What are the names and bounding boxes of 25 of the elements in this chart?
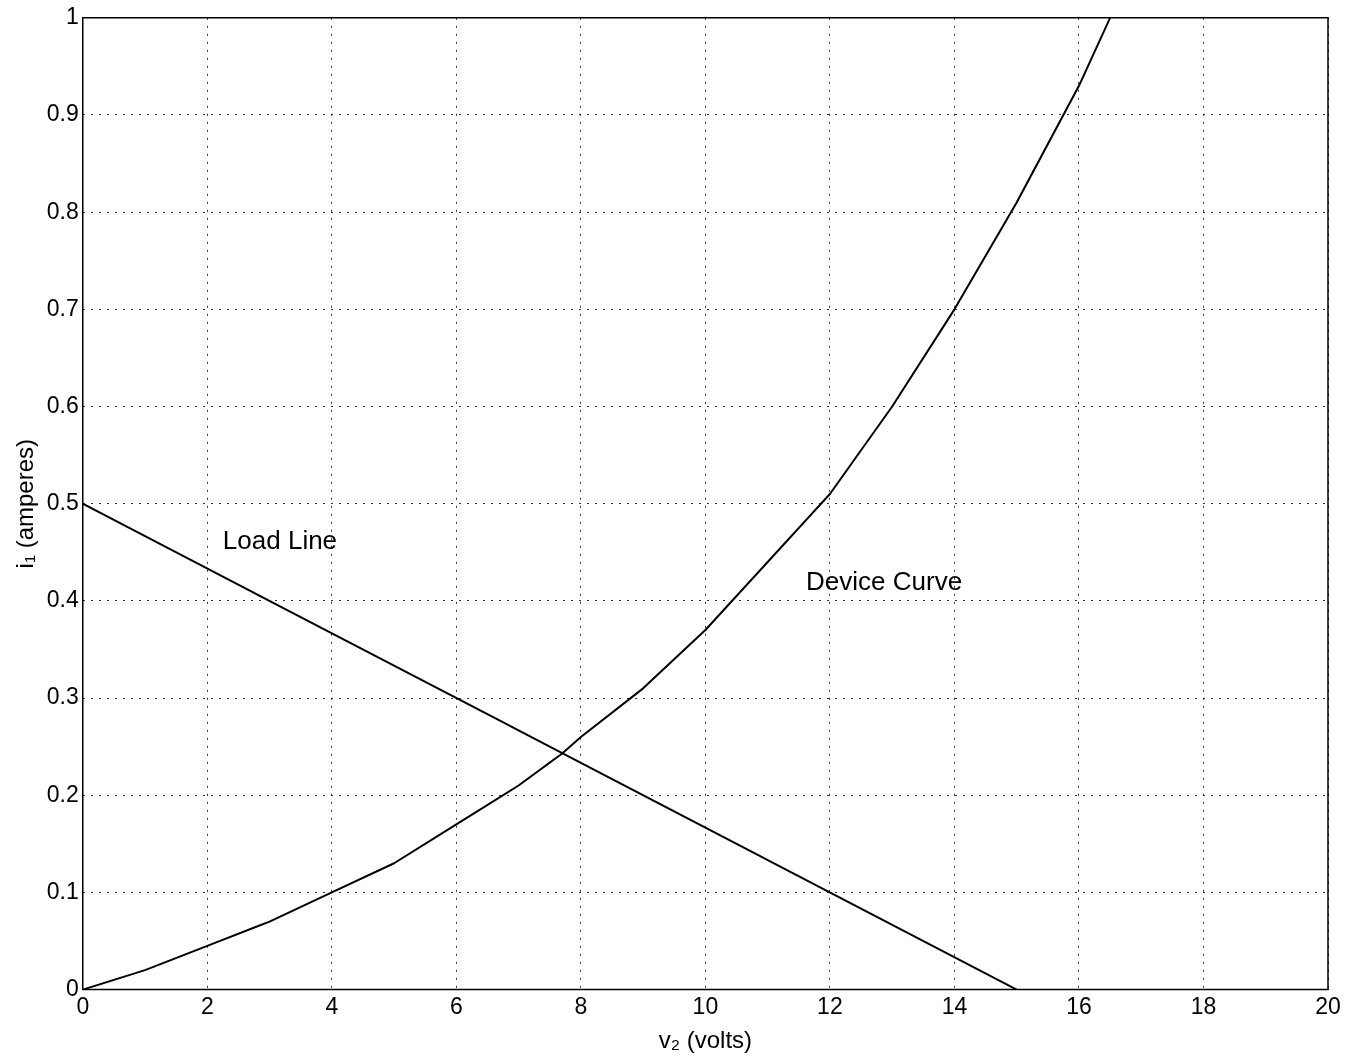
y-tick-label: 0.1 <box>46 877 79 904</box>
y-tick-label: 0.2 <box>46 780 79 807</box>
series-label: Load Line <box>222 524 338 555</box>
x-tick-label: 2 <box>200 992 214 1019</box>
x-tick-label: 20 <box>1315 992 1341 1019</box>
y-tick-label: 0.3 <box>46 683 79 710</box>
x-tick-label: 4 <box>325 992 339 1019</box>
x-tick-label: 12 <box>817 992 843 1019</box>
x-tick-label: 8 <box>574 992 588 1019</box>
y-tick-label: 0.6 <box>46 391 79 418</box>
x-tick-label: 16 <box>1066 992 1092 1019</box>
y-tick-label: 0.7 <box>46 294 79 321</box>
series-label: Device Curve <box>806 566 963 597</box>
y-tick-label: 0.9 <box>46 100 79 127</box>
x-tick-label: 18 <box>1190 992 1217 1019</box>
y-tick-label: 0.5 <box>46 489 79 516</box>
y-tick-label: 0.4 <box>46 586 79 613</box>
y-tick-label: 0.8 <box>46 197 79 224</box>
x-tick-label: 10 <box>692 992 719 1019</box>
y-tick-label: 0 <box>65 974 79 1001</box>
y-axis-title: i₁ (amperes) <box>11 438 39 569</box>
x-tick-label: 6 <box>449 992 463 1019</box>
x-axis-title: v₂ (volts) <box>658 1026 753 1054</box>
y-tick-label: 1 <box>65 3 79 30</box>
x-tick-label: 14 <box>941 992 968 1019</box>
